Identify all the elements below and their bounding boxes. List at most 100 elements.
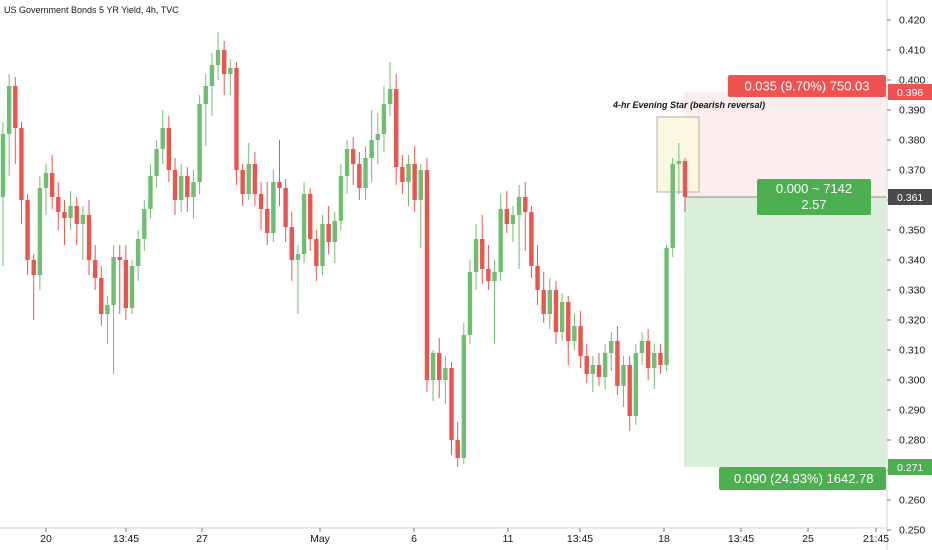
candle bbox=[301, 182, 307, 263]
candle bbox=[25, 194, 30, 275]
price-tick-label: 0.340 bbox=[899, 255, 925, 267]
candle-body bbox=[68, 206, 73, 218]
candle bbox=[621, 356, 626, 407]
candle bbox=[553, 281, 559, 344]
price-tick-label: 0.380 bbox=[899, 135, 925, 147]
target-label: 0.090 (24.93%) 1642.78 bbox=[734, 471, 874, 486]
time-tick-label: 21:45 bbox=[863, 533, 889, 545]
candle bbox=[480, 215, 485, 284]
candle-body bbox=[111, 257, 116, 305]
candle bbox=[289, 212, 294, 281]
price-axis[interactable]: 0.2500.2600.2700.2800.2900.3000.3100.320… bbox=[886, 0, 932, 550]
candle-body bbox=[25, 200, 30, 260]
pattern-annotation: 4-hr Evening Star (bearish reversal) bbox=[612, 100, 765, 110]
target-label-bg bbox=[719, 467, 886, 490]
candle-body bbox=[240, 170, 245, 194]
chart-title: US Government Bonds 5 YR Yield, 4h, TVC bbox=[4, 5, 179, 15]
candle-body bbox=[682, 161, 688, 197]
candle bbox=[590, 356, 596, 392]
candle bbox=[258, 182, 264, 230]
candle-body bbox=[308, 194, 313, 239]
price-tick-label: 0.310 bbox=[899, 345, 925, 357]
candle bbox=[344, 140, 350, 194]
candle bbox=[68, 191, 73, 230]
candle bbox=[191, 170, 196, 218]
candle bbox=[6, 74, 12, 176]
candle bbox=[455, 422, 460, 467]
price-tick-label: 0.290 bbox=[899, 405, 925, 417]
candle-body bbox=[652, 353, 657, 368]
candle-body bbox=[326, 224, 331, 242]
candle bbox=[117, 245, 122, 314]
entry-label-line2: 2.57 bbox=[801, 197, 826, 212]
candle-body bbox=[277, 182, 282, 188]
candle bbox=[80, 206, 86, 260]
candle-body bbox=[283, 188, 288, 227]
price-tick-label: 0.260 bbox=[899, 495, 925, 507]
target-price-tag: 0.271 bbox=[897, 462, 923, 474]
candle-body bbox=[142, 209, 147, 239]
candle bbox=[209, 53, 215, 116]
candle-body bbox=[0, 134, 6, 197]
candle-body bbox=[510, 215, 516, 224]
candle bbox=[129, 260, 135, 314]
candle bbox=[394, 74, 399, 185]
candle bbox=[252, 152, 258, 206]
candle bbox=[492, 260, 497, 344]
position-zones[interactable] bbox=[684, 92, 886, 467]
candle-body bbox=[80, 215, 86, 224]
candle-body bbox=[498, 209, 503, 272]
candle bbox=[418, 164, 424, 248]
candle-body bbox=[160, 128, 165, 149]
candle bbox=[111, 245, 116, 374]
time-tick-label: May bbox=[310, 533, 331, 545]
candle bbox=[658, 344, 663, 374]
candle bbox=[578, 311, 583, 368]
candle bbox=[215, 32, 221, 80]
candle-body bbox=[559, 302, 565, 332]
candle-body bbox=[443, 368, 448, 380]
candle bbox=[277, 140, 282, 206]
candle bbox=[541, 272, 546, 323]
candle-body bbox=[246, 164, 251, 194]
candle bbox=[295, 245, 301, 314]
candle-body bbox=[406, 164, 411, 182]
candle bbox=[467, 260, 473, 344]
candle-body bbox=[609, 341, 614, 353]
candle bbox=[13, 77, 18, 164]
candle-body bbox=[627, 365, 632, 416]
time-tick-label: 13:45 bbox=[728, 533, 754, 545]
candle-body bbox=[596, 365, 602, 377]
evening-star-box bbox=[656, 116, 700, 193]
candle bbox=[443, 356, 448, 404]
candle bbox=[62, 200, 67, 245]
candle-body bbox=[228, 68, 233, 74]
candles-group bbox=[0, 32, 688, 467]
candle-body bbox=[516, 197, 522, 215]
candle bbox=[271, 170, 276, 242]
time-tick-label: 20 bbox=[40, 533, 52, 545]
time-tick-label: 11 bbox=[503, 533, 514, 545]
candle bbox=[49, 155, 55, 209]
candle bbox=[19, 122, 24, 224]
price-tick-label: 0.370 bbox=[899, 165, 925, 177]
candle-body bbox=[62, 212, 67, 218]
candle bbox=[652, 344, 657, 389]
candle bbox=[381, 86, 387, 152]
candle bbox=[326, 206, 331, 254]
candle bbox=[633, 344, 639, 425]
candle-body bbox=[615, 341, 620, 386]
candle bbox=[332, 212, 337, 263]
last-price-tag-bg bbox=[888, 189, 932, 205]
candle-body bbox=[566, 302, 571, 341]
candle bbox=[172, 158, 178, 215]
pattern-highlight bbox=[656, 116, 700, 193]
time-axis[interactable]: 20 13:45 27 May 6 11 13:45 18 13:45 25 21:45 bbox=[0, 527, 889, 545]
candle bbox=[412, 146, 417, 212]
price-tick-label: 0.300 bbox=[899, 375, 925, 387]
time-tick-label: 6 bbox=[411, 533, 417, 545]
candle-body bbox=[492, 272, 497, 281]
candle bbox=[160, 110, 165, 164]
candle-body bbox=[234, 68, 239, 170]
